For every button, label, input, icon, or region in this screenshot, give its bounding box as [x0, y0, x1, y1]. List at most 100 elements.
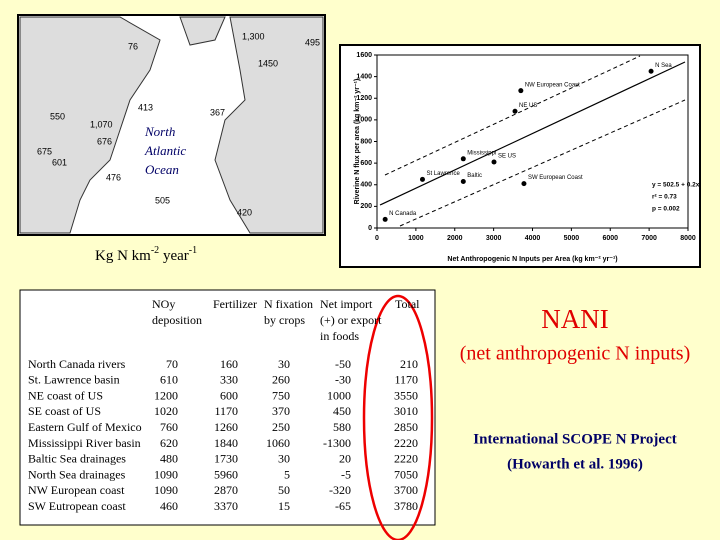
y-tick-label: 1600	[356, 52, 372, 59]
table-cell: 30	[278, 452, 290, 466]
point	[512, 108, 518, 114]
ocean-label: Ocean	[145, 162, 179, 177]
table-cell: Mississippi River basin	[28, 436, 141, 450]
table-cell: 1090	[154, 483, 178, 497]
table-cell: 1170	[394, 373, 418, 387]
table-cell: 7050	[394, 467, 418, 481]
table-cell: 1000	[327, 388, 351, 402]
table-cell: 1020	[154, 404, 178, 418]
table-cell: 2220	[394, 452, 418, 466]
table-cell: 5960	[214, 467, 238, 481]
table-cell: 370	[272, 404, 290, 418]
table-cell: Eastern Gulf of Mexico	[28, 420, 142, 434]
fit-line	[379, 61, 686, 206]
table-header: NOy	[152, 297, 175, 311]
table-cell: SW Eutropean coast	[28, 499, 126, 513]
point	[518, 88, 524, 94]
table-cell: 610	[160, 373, 178, 387]
y-tick-label: 1000	[356, 117, 372, 124]
table-cell: 1730	[214, 452, 238, 466]
table-cell: 1840	[214, 436, 238, 450]
table-cell: 2870	[214, 483, 238, 497]
table-cell: 2850	[394, 420, 418, 434]
x-tick-label: 6000	[602, 235, 618, 242]
table-cell: North Canada rivers	[28, 357, 126, 371]
table-cell: -320	[329, 483, 351, 497]
table-cell: Baltic Sea drainages	[28, 452, 126, 466]
table-cell: SE coast of US	[28, 404, 101, 418]
table-cell: 160	[220, 357, 238, 371]
map-label: 495	[305, 37, 320, 47]
table-cell: 1060	[266, 436, 290, 450]
table-cell: -50	[335, 357, 351, 371]
map-label: 476	[106, 172, 121, 182]
point-label: N Sea	[655, 63, 672, 69]
table-cell: 3550	[394, 388, 418, 402]
table-header: in foods	[320, 329, 359, 343]
map-label: 367	[210, 107, 225, 117]
point-label: Mississippi	[467, 150, 496, 156]
table-cell: 760	[160, 420, 178, 434]
point	[521, 181, 527, 187]
map-label: 1,300	[242, 31, 265, 41]
table-cell: NW European coast	[28, 483, 125, 497]
table-header: by crops	[264, 313, 305, 327]
map-label: 1450	[258, 58, 278, 68]
x-tick-label: 1000	[408, 235, 424, 242]
ocean-label: Atlantic	[144, 143, 186, 158]
table-header: Total	[395, 297, 420, 311]
table-cell: 1090	[154, 467, 178, 481]
point-label: Baltic	[467, 173, 482, 179]
table-header: Fertilizer	[213, 297, 257, 311]
table-cell: 580	[333, 420, 351, 434]
table-cell: 620	[160, 436, 178, 450]
subtitle: (net anthropogenic N inputs)	[460, 343, 691, 365]
land-europe-africa	[214, 16, 324, 234]
point-label: NE US	[519, 103, 537, 109]
table-cell: 450	[333, 404, 351, 418]
table-cell: 3010	[394, 404, 418, 418]
point-label: N Canada	[389, 211, 417, 217]
table-cell: 1260	[214, 420, 238, 434]
x-tick-label: 0	[375, 235, 379, 242]
table-cell: 1200	[154, 388, 178, 402]
table-cell: 70	[166, 357, 178, 371]
point-label: SW European Coast	[528, 175, 583, 181]
table-cell: -5	[341, 467, 351, 481]
table-cell: 1170	[214, 404, 238, 418]
table-header: N fixation	[264, 297, 313, 311]
table-cell: 3700	[394, 483, 418, 497]
table-cell: 3780	[394, 499, 418, 513]
map	[17, 14, 326, 236]
point	[648, 68, 654, 74]
caption-text: year	[159, 248, 189, 264]
title: NANI	[541, 304, 609, 334]
table-cell: -1300	[323, 436, 351, 450]
caption: Kg N km-2 year-1	[95, 245, 197, 264]
table-cell: 5	[284, 467, 290, 481]
confidence-line	[384, 55, 641, 176]
y-tick-label: 0	[368, 225, 372, 232]
y-tick-label: 800	[360, 138, 372, 145]
point	[491, 159, 497, 165]
x-tick-label: 2000	[447, 235, 463, 242]
confidence-line	[399, 99, 686, 227]
map-label: 676	[97, 136, 112, 146]
table-cell: NE coast of US	[28, 388, 103, 402]
project: International SCOPE N Project	[473, 431, 676, 447]
land-america	[19, 16, 161, 234]
table-cell: 480	[160, 452, 178, 466]
table-cell: 210	[400, 357, 418, 371]
table-cell: 460	[160, 499, 178, 513]
x-tick-label: 8000	[680, 235, 696, 242]
land-greenland	[179, 16, 226, 46]
chart-frame	[339, 44, 701, 268]
table-cell: -65	[335, 499, 351, 513]
table-cell: North Sea drainages	[28, 467, 126, 481]
table-cell: 260	[272, 373, 290, 387]
point	[460, 156, 466, 162]
highlight-ellipse	[362, 294, 434, 540]
map-label: 505	[155, 195, 170, 205]
caption-exponent: -1	[189, 245, 197, 256]
